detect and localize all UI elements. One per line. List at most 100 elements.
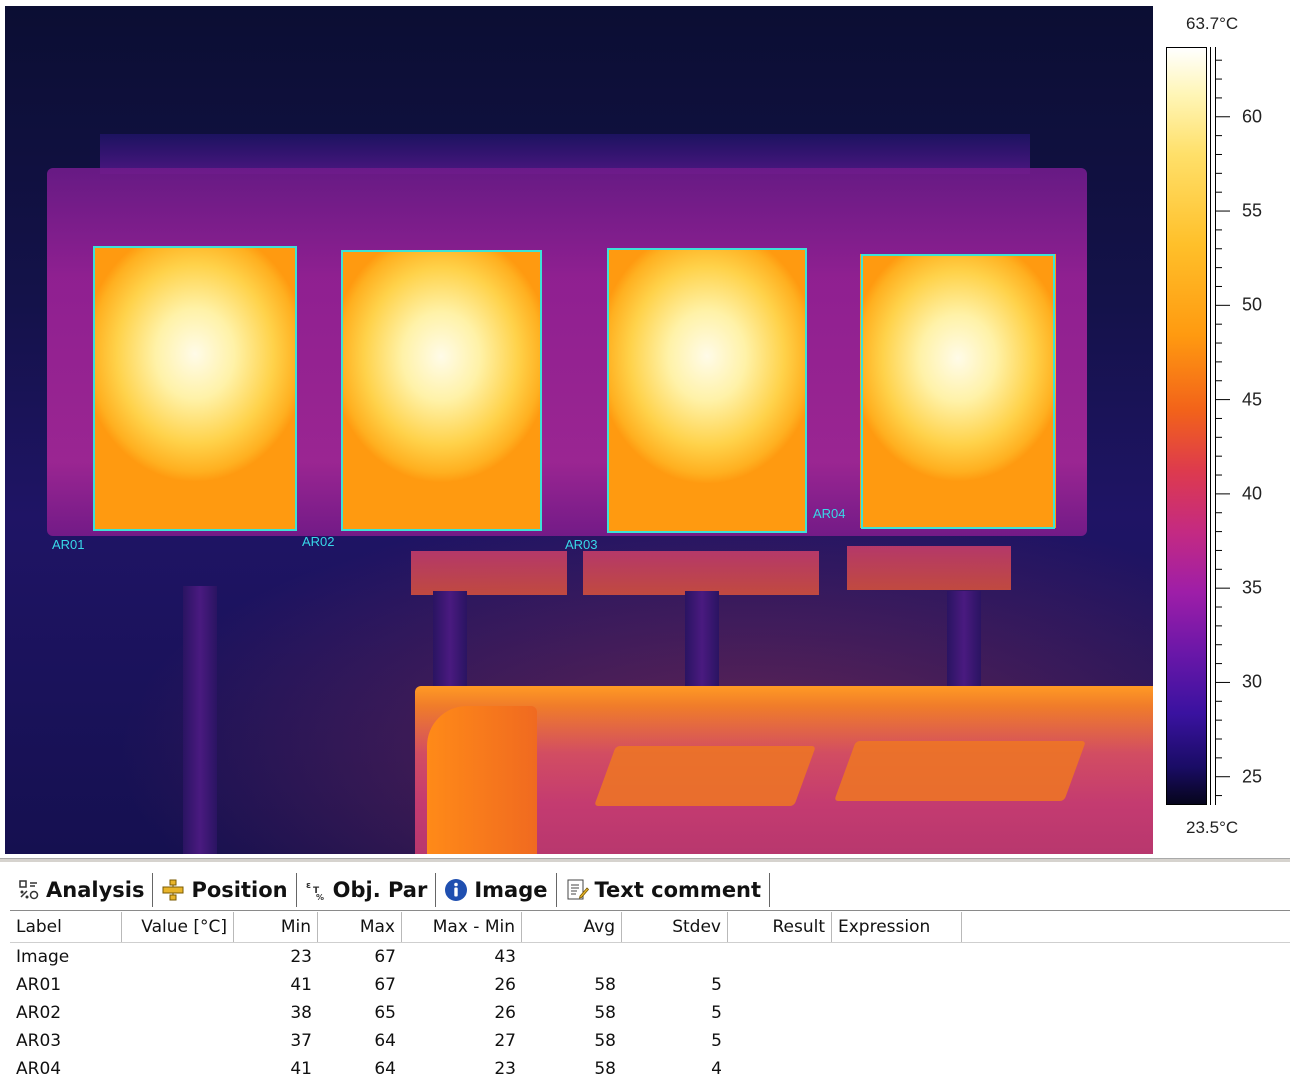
table-cell: 27 — [494, 1031, 516, 1051]
table-cell: 58 — [594, 1003, 616, 1023]
table-cell: 23 — [290, 947, 312, 967]
tab-image[interactable]: Image — [436, 873, 557, 907]
roi-ar04[interactable] — [861, 254, 1055, 529]
table-cell — [122, 943, 234, 971]
table-cell: 43 — [494, 947, 516, 967]
table-cell — [728, 943, 832, 971]
table-cell — [728, 971, 832, 999]
tab-label: Text comment — [594, 878, 762, 902]
scale-tick-marks — [1216, 59, 1230, 797]
table-cell — [122, 1027, 234, 1055]
support-post — [433, 591, 467, 691]
bracket — [583, 551, 819, 595]
table-cell — [728, 1055, 832, 1083]
table-cell: 5 — [711, 1003, 722, 1023]
bench-mark — [834, 741, 1086, 801]
scale-max-label: 63.7°C — [1186, 14, 1239, 33]
roi-ar03[interactable] — [607, 248, 807, 533]
scale-tick-label: 45 — [1242, 389, 1263, 410]
table-cell: 26 — [494, 975, 516, 995]
table-cell: Image — [16, 947, 70, 967]
table-cell: 64 — [374, 1059, 396, 1079]
bench-mark — [594, 746, 816, 806]
tab-obj-par[interactable]: ε T % Obj. Par — [297, 873, 437, 907]
column-header-value[interactable]: Value [°C] — [122, 912, 234, 942]
panel-splitter[interactable] — [0, 858, 1290, 862]
analysis-icon — [19, 880, 39, 900]
table-cell: 41 — [290, 1059, 312, 1079]
column-header-result[interactable]: Result — [728, 912, 832, 942]
table-body: Image 23 67 43 AR01 41 67 26 58 5 AR02 38 65 26 58 5 AR0… — [10, 943, 1290, 1083]
table-row[interactable]: AR04 41 64 23 58 4 — [10, 1055, 1290, 1083]
tab-text-comment[interactable]: Text comment — [557, 873, 771, 907]
support-post — [947, 591, 981, 691]
table-cell: 23 — [494, 1059, 516, 1079]
table-row[interactable]: AR01 41 67 26 58 5 — [10, 971, 1290, 999]
column-header-stdev[interactable]: Stdev — [622, 912, 728, 942]
support-post — [183, 586, 217, 854]
scale-tick-label: 25 — [1242, 766, 1263, 787]
table-cell — [832, 1027, 962, 1055]
table-cell — [832, 1055, 962, 1083]
table-cell: 65 — [374, 1003, 396, 1023]
tab-analysis[interactable]: Analysis — [10, 873, 154, 907]
table-row[interactable]: Image 23 67 43 — [10, 943, 1290, 971]
scale-ticks: 60 55 50 45 40 35 30 25 — [1216, 47, 1286, 805]
chassis-top — [100, 134, 1030, 174]
column-header-expression[interactable]: Expression — [832, 912, 962, 942]
heated-panel — [341, 250, 541, 530]
roi-label-ar03: AR03 — [565, 537, 598, 552]
table-cell — [122, 971, 234, 999]
table-cell — [622, 943, 728, 971]
svg-text:%: % — [316, 893, 324, 901]
table-cell: 5 — [711, 1031, 722, 1051]
bracket — [411, 551, 567, 595]
table-cell: 58 — [594, 1059, 616, 1079]
tab-position[interactable]: Position — [153, 873, 297, 907]
column-header-max-min[interactable]: Max - Min — [402, 912, 522, 942]
scale-axis-lines — [1210, 47, 1216, 805]
table-cell — [832, 971, 962, 999]
table-cell: 67 — [374, 975, 396, 995]
object-parameters-icon: ε T % — [306, 881, 324, 901]
roi-label-ar04: AR04 — [813, 506, 846, 521]
table-cell — [122, 1055, 234, 1083]
table-cell — [122, 999, 234, 1027]
color-scale-bar[interactable] — [1166, 47, 1207, 805]
column-header-label[interactable]: Label — [10, 912, 122, 942]
roi-ar02[interactable] — [341, 250, 542, 531]
info-icon — [445, 879, 468, 901]
column-header-max[interactable]: Max — [318, 912, 402, 942]
scale-min-label: 23.5°C — [1186, 818, 1239, 837]
roi-ar01[interactable] — [93, 246, 297, 531]
thermal-image[interactable]: AR01 AR02 AR03 AR04 — [5, 6, 1153, 854]
table-cell — [832, 999, 962, 1027]
tab-label: Obj. Par — [332, 878, 428, 902]
column-header-min[interactable]: Min — [234, 912, 318, 942]
scale-tick-label: 30 — [1242, 671, 1263, 692]
table-cell: 38 — [290, 1003, 312, 1023]
roi-label-ar01: AR01 — [52, 537, 85, 552]
table-cell — [832, 943, 962, 971]
table-row[interactable]: AR03 37 64 27 58 5 — [10, 1027, 1290, 1055]
column-header-avg[interactable]: Avg — [522, 912, 622, 942]
support-post — [685, 591, 719, 691]
table-cell: AR02 — [16, 1003, 62, 1023]
heated-panel — [860, 254, 1056, 528]
analysis-tabs: Analysis Position ε T % Obj. Par Image — [10, 872, 771, 908]
scale-tick-label: 50 — [1242, 294, 1263, 315]
roi-label-ar02: AR02 — [302, 534, 335, 549]
svg-text:ε: ε — [306, 881, 311, 891]
tab-label: Image — [474, 878, 548, 902]
table-cell: 58 — [594, 1031, 616, 1051]
scale-tick-label: 35 — [1242, 577, 1263, 598]
table-cell: 58 — [594, 975, 616, 995]
table-cell — [728, 1027, 832, 1055]
heated-panel — [93, 246, 297, 530]
table-cell: AR03 — [16, 1031, 62, 1051]
position-icon — [162, 879, 184, 901]
tab-label: Position — [191, 878, 288, 902]
table-row[interactable]: AR02 38 65 26 58 5 — [10, 999, 1290, 1027]
table-cell: 67 — [374, 947, 396, 967]
table-header: Label Value [°C] Min Max Max - Min Avg S… — [10, 912, 1290, 943]
